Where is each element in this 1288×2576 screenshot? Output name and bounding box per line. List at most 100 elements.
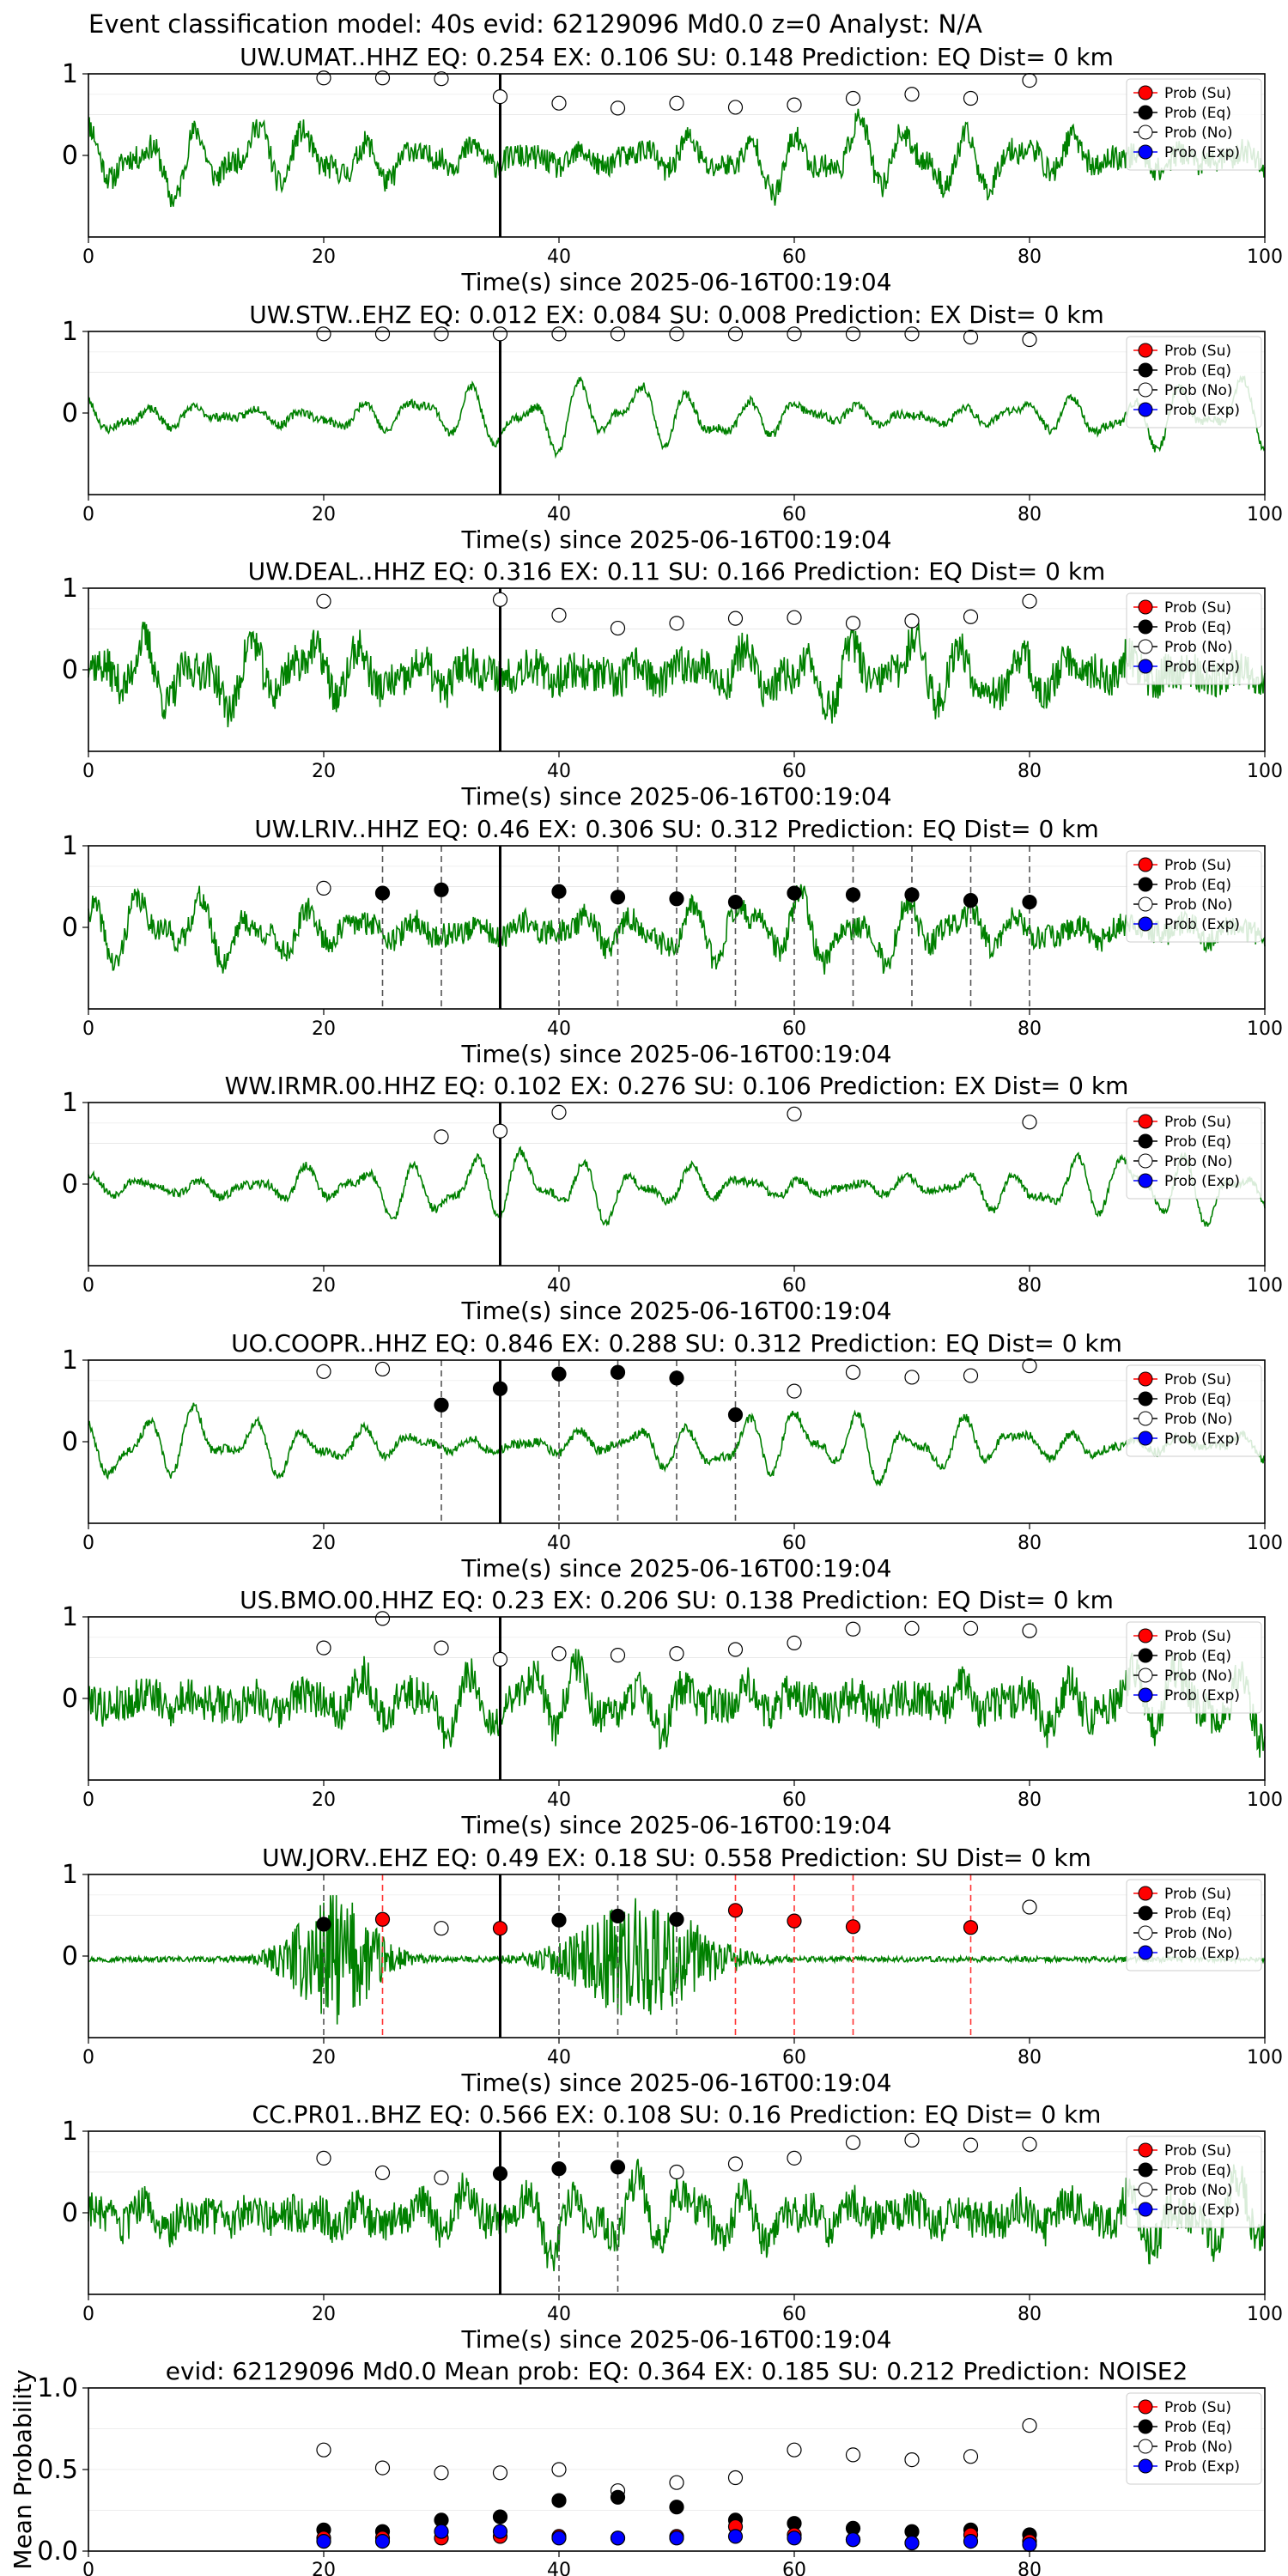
legend-marker bbox=[1138, 1114, 1153, 1129]
x-axis-label: Time(s) since 2025-06-16T00:19:04 bbox=[460, 782, 891, 811]
panel-10: evid: 62129096 Md0.0 Mean prob: EQ: 0.36… bbox=[9, 2357, 1266, 2576]
panel-title: UW.DEAL..HHZ EQ: 0.316 EX: 0.11 SU: 0.16… bbox=[248, 557, 1106, 586]
mean-no-point bbox=[845, 2447, 861, 2463]
x-tick-label: 80 bbox=[1018, 1018, 1042, 1040]
prob-no-point bbox=[492, 326, 508, 342]
panel-6: UO.COOPR..HHZ EQ: 0.846 EX: 0.288 SU: 0.… bbox=[62, 1329, 1283, 1583]
prob-no-point bbox=[610, 100, 626, 116]
legend-label: Prob (No) bbox=[1164, 1925, 1233, 1942]
prob-eq-point bbox=[727, 1407, 744, 1423]
prob-no-point bbox=[434, 71, 449, 87]
x-tick-label: 40 bbox=[547, 504, 571, 526]
prob-su-point bbox=[963, 1920, 979, 1935]
prob-no-point bbox=[551, 1646, 567, 1662]
panel-title: evid: 62129096 Md0.0 Mean prob: EQ: 0.36… bbox=[166, 2357, 1188, 2385]
legend-marker bbox=[1138, 877, 1153, 892]
x-tick-label: 40 bbox=[547, 246, 571, 268]
x-tick-label: 0 bbox=[82, 1275, 94, 1297]
prob-no-point bbox=[434, 326, 449, 342]
y-tick-label: 0.0 bbox=[37, 2537, 78, 2567]
panel-9: CC.PR01..BHZ EQ: 0.566 EX: 0.108 SU: 0.1… bbox=[62, 2100, 1283, 2354]
prob-no-point bbox=[492, 592, 508, 607]
prob-no-point bbox=[845, 90, 861, 106]
x-axis-label: Time(s) since 2025-06-16T00:19:04 bbox=[460, 1554, 891, 1583]
prob-no-point bbox=[434, 1921, 449, 1936]
x-tick-label: 40 bbox=[547, 2304, 571, 2325]
x-tick-label: 80 bbox=[1018, 246, 1042, 268]
prob-no-point bbox=[727, 1642, 744, 1657]
x-tick-label: 0 bbox=[82, 2560, 94, 2576]
legend-marker bbox=[1138, 896, 1153, 912]
legend-marker bbox=[1138, 1133, 1153, 1149]
legend-label: Prob (No) bbox=[1164, 896, 1233, 914]
x-tick-label: 0 bbox=[82, 246, 94, 268]
legend-marker bbox=[1138, 2458, 1153, 2474]
prob-no-point bbox=[316, 1364, 331, 1379]
legend-label: Prob (Su) bbox=[1164, 1886, 1231, 1903]
legend-marker bbox=[1138, 85, 1153, 100]
legend-marker bbox=[1138, 125, 1153, 140]
prob-no-point bbox=[374, 1361, 391, 1377]
mean-no-point bbox=[1022, 2418, 1037, 2433]
legend-label: Prob (No) bbox=[1164, 1411, 1233, 1428]
legend-marker bbox=[1138, 105, 1153, 120]
prob-no-point bbox=[787, 610, 802, 625]
legend-marker bbox=[1138, 2182, 1153, 2197]
prob-no-point bbox=[1022, 72, 1037, 88]
legend-box bbox=[1126, 2392, 1262, 2485]
legend-marker bbox=[1138, 1925, 1153, 1941]
legend-marker bbox=[1138, 1905, 1153, 1921]
prob-su-point bbox=[787, 1913, 802, 1929]
legend-marker bbox=[1138, 2419, 1153, 2434]
prob-no-point bbox=[669, 2164, 684, 2180]
legend-label: Prob (Su) bbox=[1164, 2399, 1231, 2416]
legend-label: Prob (No) bbox=[1164, 2182, 1233, 2199]
prob-no-point bbox=[551, 607, 567, 623]
prob-su-point bbox=[727, 1903, 744, 1918]
prob-eq-point bbox=[727, 894, 744, 910]
prob-no-point bbox=[551, 1104, 567, 1121]
prob-eq-point bbox=[1022, 894, 1037, 910]
panel-8: UW.JORV..EHZ EQ: 0.49 EX: 0.18 SU: 0.558… bbox=[62, 1844, 1283, 2097]
legend-marker bbox=[1138, 2439, 1153, 2454]
prob-eq-point bbox=[787, 885, 802, 901]
mean-exp-point bbox=[669, 2530, 684, 2546]
prob-no-point bbox=[845, 1364, 861, 1380]
prob-no-point bbox=[845, 616, 861, 631]
legend-marker bbox=[1138, 1391, 1153, 1406]
panel-7: US.BMO.00.HHZ EQ: 0.23 EX: 0.206 SU: 0.1… bbox=[62, 1586, 1283, 1839]
x-tick-label: 20 bbox=[312, 1018, 336, 1040]
mean-no-point bbox=[316, 2442, 331, 2458]
prob-no-point bbox=[316, 326, 331, 342]
legend-label: Prob (Eq) bbox=[1164, 1648, 1231, 1665]
mean-eq-point bbox=[610, 2489, 626, 2505]
y-tick-label: 0 bbox=[62, 1427, 78, 1457]
mean-exp-point bbox=[787, 2530, 802, 2546]
legend-marker bbox=[1138, 402, 1153, 417]
prob-no-point bbox=[1022, 1899, 1037, 1915]
x-tick-label: 20 bbox=[312, 2304, 336, 2325]
legend-label: Prob (Su) bbox=[1164, 1628, 1231, 1645]
legend-label: Prob (Eq) bbox=[1164, 1133, 1231, 1151]
mean-eq-point bbox=[669, 2500, 684, 2515]
x-tick-label: 100 bbox=[1247, 1018, 1283, 1040]
prob-eq-point bbox=[669, 1370, 684, 1386]
y-tick-label: 1 bbox=[62, 317, 78, 347]
mean-exp-point bbox=[434, 2524, 449, 2539]
legend-label: Prob (No) bbox=[1164, 382, 1233, 399]
legend-marker bbox=[1138, 2142, 1153, 2158]
prob-eq-point bbox=[669, 891, 684, 907]
x-tick-label: 60 bbox=[782, 2304, 806, 2325]
legend-box bbox=[1126, 2136, 1262, 2228]
panel-title: US.BMO.00.HHZ EQ: 0.23 EX: 0.206 SU: 0.1… bbox=[240, 1586, 1114, 1614]
legend-marker bbox=[1138, 1371, 1153, 1387]
x-tick-label: 100 bbox=[1247, 246, 1283, 268]
waveform-trace bbox=[88, 621, 1266, 728]
prob-no-point bbox=[904, 326, 920, 342]
y-tick-label: 0 bbox=[62, 2198, 78, 2228]
y-tick-label: 1 bbox=[62, 1860, 78, 1890]
mean-exp-point bbox=[963, 2534, 979, 2549]
panel-title: WW.IRMR.00.HHZ EQ: 0.102 EX: 0.276 SU: 0… bbox=[225, 1072, 1129, 1100]
y-tick-label: 1.0 bbox=[37, 2373, 78, 2403]
